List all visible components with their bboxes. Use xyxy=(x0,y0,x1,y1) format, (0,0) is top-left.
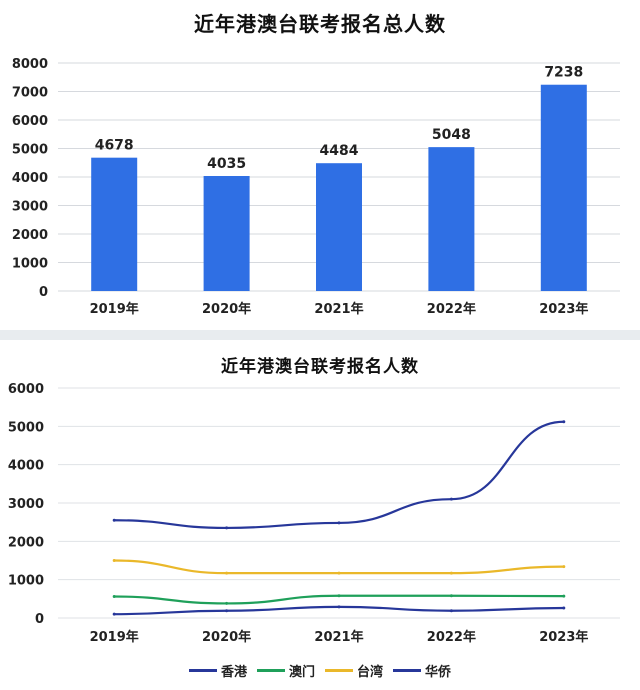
line-point xyxy=(337,605,341,609)
legend-swatch-macau xyxy=(256,669,285,672)
line-y-tick-label: 1000 xyxy=(8,574,44,589)
line-chart-panel: 近年港澳台联考报名人数 0 1000 2000 3000 4000 5000 6000 201… xyxy=(0,340,640,690)
legend-swatch-overseas xyxy=(393,669,422,672)
legend-item-taiwan: 台湾 xyxy=(325,661,383,680)
legend-item-hongkong: 香港 xyxy=(188,661,247,680)
line-point xyxy=(112,518,116,522)
line-point xyxy=(449,594,453,598)
line-y-tick-label: 2000 xyxy=(8,535,44,550)
bar-value-label: 4484 xyxy=(320,143,359,159)
bar-x-tick-label: 2020年 xyxy=(202,301,251,317)
line-x-tick-label: 2022年 xyxy=(427,629,476,645)
line-point xyxy=(112,595,116,599)
bar xyxy=(91,157,138,291)
bar-y-tick-label: 5000 xyxy=(12,143,48,158)
line-point xyxy=(337,594,341,598)
line-point xyxy=(225,526,229,530)
line-point xyxy=(562,420,566,424)
bar xyxy=(203,176,250,291)
bar-chart-panel: 近年港澳台联考报名总人数 0 1000 2000 3000 4000 5000 6000 70… xyxy=(0,0,640,330)
line-x-tick-label: 2021年 xyxy=(314,629,363,645)
bar-x-tick-label: 2022年 xyxy=(427,301,476,317)
line-point xyxy=(337,521,341,525)
bar-value-label: 4035 xyxy=(207,156,246,172)
line-point xyxy=(112,612,116,616)
legend-swatch-taiwan xyxy=(325,669,353,672)
bar-x-tick-label: 2023年 xyxy=(539,301,588,317)
line-point xyxy=(562,594,566,598)
bar-y-tick-label: 0 xyxy=(39,285,48,300)
line-y-tick-label: 0 xyxy=(35,612,44,627)
bar-y-tick-label: 7000 xyxy=(12,86,48,101)
line-y-tick-label: 6000 xyxy=(8,382,44,397)
bar-x-tick-label: 2019年 xyxy=(90,301,139,317)
bar-y-tick-label: 6000 xyxy=(12,114,48,129)
line-point xyxy=(225,571,229,575)
line-x-tick-label: 2019年 xyxy=(90,629,139,645)
legend-label-taiwan: 台湾 xyxy=(357,665,384,680)
line-x-tick-label: 2023年 xyxy=(539,629,588,645)
legend-item-macau: 澳门 xyxy=(256,661,315,680)
bar xyxy=(540,84,587,291)
bar xyxy=(316,163,362,291)
line-chart-svg: 0 1000 2000 3000 4000 5000 6000 2019年 2020年 2021年… xyxy=(8,382,620,645)
line-chart-legend: 香港 澳门 台湾 华侨 xyxy=(0,661,640,680)
bar-y-tick-label: 1000 xyxy=(12,257,48,272)
bar-value-label: 4678 xyxy=(95,138,134,154)
legend-label-overseas: 华侨 xyxy=(425,665,452,680)
legend-swatch-hongkong xyxy=(188,669,217,672)
legend-item-overseas: 华侨 xyxy=(393,661,451,680)
line-series-3 xyxy=(114,559,564,575)
line-series-1 xyxy=(114,420,564,530)
bar-y-tick-label: 4000 xyxy=(12,171,48,186)
line-point xyxy=(225,609,229,613)
line-y-tick-label: 4000 xyxy=(8,459,44,474)
line-y-tick-label: 5000 xyxy=(8,420,44,435)
line-point xyxy=(449,571,453,575)
bar-y-tick-label: 8000 xyxy=(12,57,48,72)
line-point xyxy=(562,606,566,610)
line-x-tick-label: 2020年 xyxy=(202,629,251,645)
bar-y-tick-label: 2000 xyxy=(12,228,48,243)
line-chart-title: 近年港澳台联考报名人数 xyxy=(221,357,419,377)
bar-chart-title: 近年港澳台联考报名总人数 xyxy=(194,12,446,36)
bar-x-tick-label: 2021年 xyxy=(314,301,363,317)
line-point xyxy=(449,497,453,501)
bar-value-label: 7238 xyxy=(544,65,583,81)
line-point xyxy=(337,571,341,575)
bar-chart-svg: 0 1000 2000 3000 4000 5000 6000 7000 8000 4678 201… xyxy=(12,57,620,317)
bar-value-label: 5048 xyxy=(432,127,471,143)
bar-y-tick-label: 3000 xyxy=(12,200,48,215)
line-y-tick-label: 3000 xyxy=(8,497,44,512)
line-point xyxy=(449,609,453,613)
line-point xyxy=(112,559,116,562)
legend-label-hongkong: 香港 xyxy=(220,665,247,680)
line-point xyxy=(225,601,229,605)
legend-label-macau: 澳门 xyxy=(288,665,315,680)
line-point xyxy=(562,565,566,569)
bar xyxy=(428,147,475,291)
